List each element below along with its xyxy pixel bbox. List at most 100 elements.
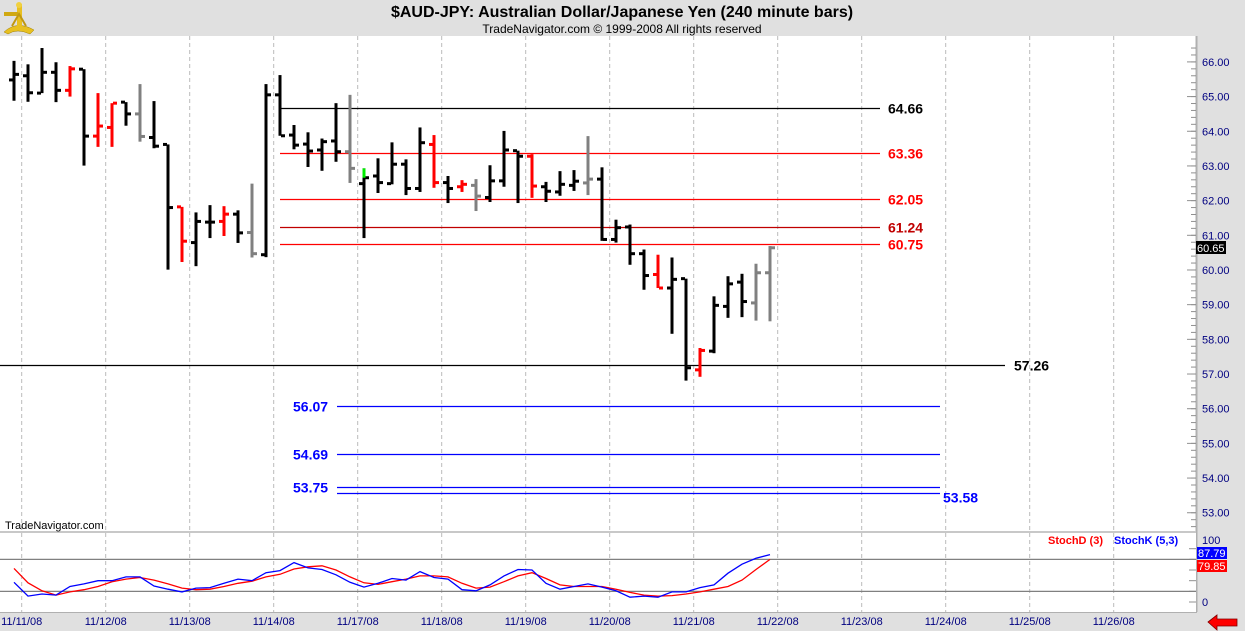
bar-close-tick (533, 184, 537, 188)
stochd-legend: StochD (3) (1048, 535, 1103, 547)
ohlc-bar (359, 168, 369, 239)
bar-close-tick (57, 88, 61, 92)
sextant-logo-icon[interactable] (3, 2, 35, 35)
bar-open-tick (429, 142, 433, 146)
level-label: 53.75 (293, 480, 328, 496)
bar-open-tick (709, 349, 713, 353)
bar-open-tick (765, 271, 769, 275)
bar-close-tick (113, 101, 117, 105)
bar-close-tick (771, 246, 775, 250)
price-axis-label: 66.00 (1202, 57, 1230, 69)
bar-range (460, 180, 464, 192)
bar-close-tick (295, 143, 299, 147)
ohlc-bar (275, 75, 285, 138)
bar-range (320, 138, 324, 171)
bar-close-tick (757, 271, 761, 275)
price-axis-label: 55.00 (1202, 438, 1230, 450)
bar-close-tick (239, 231, 243, 235)
bar-range (432, 135, 436, 188)
bar-open-tick (555, 190, 559, 194)
bar-close-tick (127, 112, 131, 116)
bar-range (166, 144, 170, 270)
stochastic-pane[interactable] (0, 533, 1196, 612)
ohlc-bar (695, 348, 705, 377)
bar-close-tick (561, 182, 565, 186)
stochd-value-box (1197, 560, 1227, 572)
watermark: TradeNavigator.com (5, 520, 104, 532)
price-axis-label: 58.00 (1202, 334, 1230, 346)
bar-close-tick (211, 220, 215, 224)
price-pane[interactable] (0, 36, 1196, 531)
ohlc-bar (765, 246, 775, 322)
level-label: 56.07 (293, 399, 328, 415)
bar-open-tick (639, 252, 643, 256)
ohlc-bar (723, 276, 733, 318)
bar-range (54, 62, 58, 103)
bar-range (614, 219, 618, 243)
bar-open-tick (9, 78, 13, 82)
bar-close-tick (267, 93, 271, 97)
price-axis-label: 65.00 (1202, 92, 1230, 104)
bar-close-tick (29, 91, 33, 95)
bar-range (362, 168, 366, 239)
price-axis-label: 53.00 (1202, 508, 1230, 520)
bar-range (390, 142, 394, 185)
bar-range (712, 296, 716, 354)
bar-open-tick (163, 142, 167, 146)
level-label: 64.66 (888, 101, 923, 117)
bar-open-tick (247, 231, 251, 235)
bar-range (740, 273, 744, 318)
bar-range (306, 132, 310, 167)
ohlc-bar (121, 100, 131, 126)
bar-close-tick (15, 72, 19, 76)
ohlc-bar (345, 94, 355, 183)
bar-close-tick (351, 166, 355, 170)
bar-close-tick (701, 348, 705, 352)
ohlc-bar (191, 212, 201, 267)
bar-signal-marker (362, 168, 366, 178)
date-label: 11/14/08 (253, 616, 295, 628)
level-label: 54.69 (293, 447, 328, 463)
bar-open-tick (723, 304, 727, 308)
bar-close-tick (603, 237, 607, 241)
stoch-axis-100: 100 (1202, 535, 1220, 547)
header-bar (0, 0, 1245, 36)
ohlc-bar (709, 296, 719, 354)
red-left-arrow-icon[interactable] (1207, 614, 1238, 631)
ohlc-bar (205, 205, 215, 239)
bar-range (530, 154, 534, 198)
ohlc-bar (625, 224, 635, 265)
bar-range (376, 158, 380, 193)
date-label: 11/23/08 (841, 616, 883, 628)
bar-open-tick (569, 183, 573, 187)
bar-close-tick (491, 179, 495, 183)
ohlc-bar (611, 219, 621, 243)
ohlc-bar (555, 171, 565, 196)
ohlc-bar (79, 67, 89, 166)
bar-open-tick (443, 181, 447, 185)
bar-open-tick (303, 142, 307, 146)
ohlc-bar (415, 127, 425, 192)
bar-range (208, 205, 212, 239)
date-label: 11/22/08 (757, 616, 799, 628)
bar-open-tick (611, 237, 615, 241)
stochk-last-value: 87.79 (1198, 548, 1226, 560)
bar-close-tick (407, 186, 411, 190)
bar-close-tick (393, 162, 397, 166)
bar-close-tick (155, 144, 159, 148)
bar-range (138, 84, 142, 142)
bar-close-tick (85, 134, 89, 138)
ohlc-bar (443, 175, 453, 204)
bar-close-tick (141, 134, 145, 138)
bar-open-tick (121, 100, 125, 104)
ohlc-bar (569, 170, 579, 191)
bar-range (516, 150, 520, 204)
bar-range (600, 167, 604, 241)
bar-close-tick (589, 177, 593, 181)
bar-open-tick (23, 74, 27, 78)
ohlc-bar (317, 138, 327, 171)
price-axis-label: 57.00 (1202, 369, 1230, 381)
bar-open-tick (471, 183, 475, 187)
ohlc-bar (247, 183, 257, 258)
bar-open-tick (331, 139, 335, 143)
